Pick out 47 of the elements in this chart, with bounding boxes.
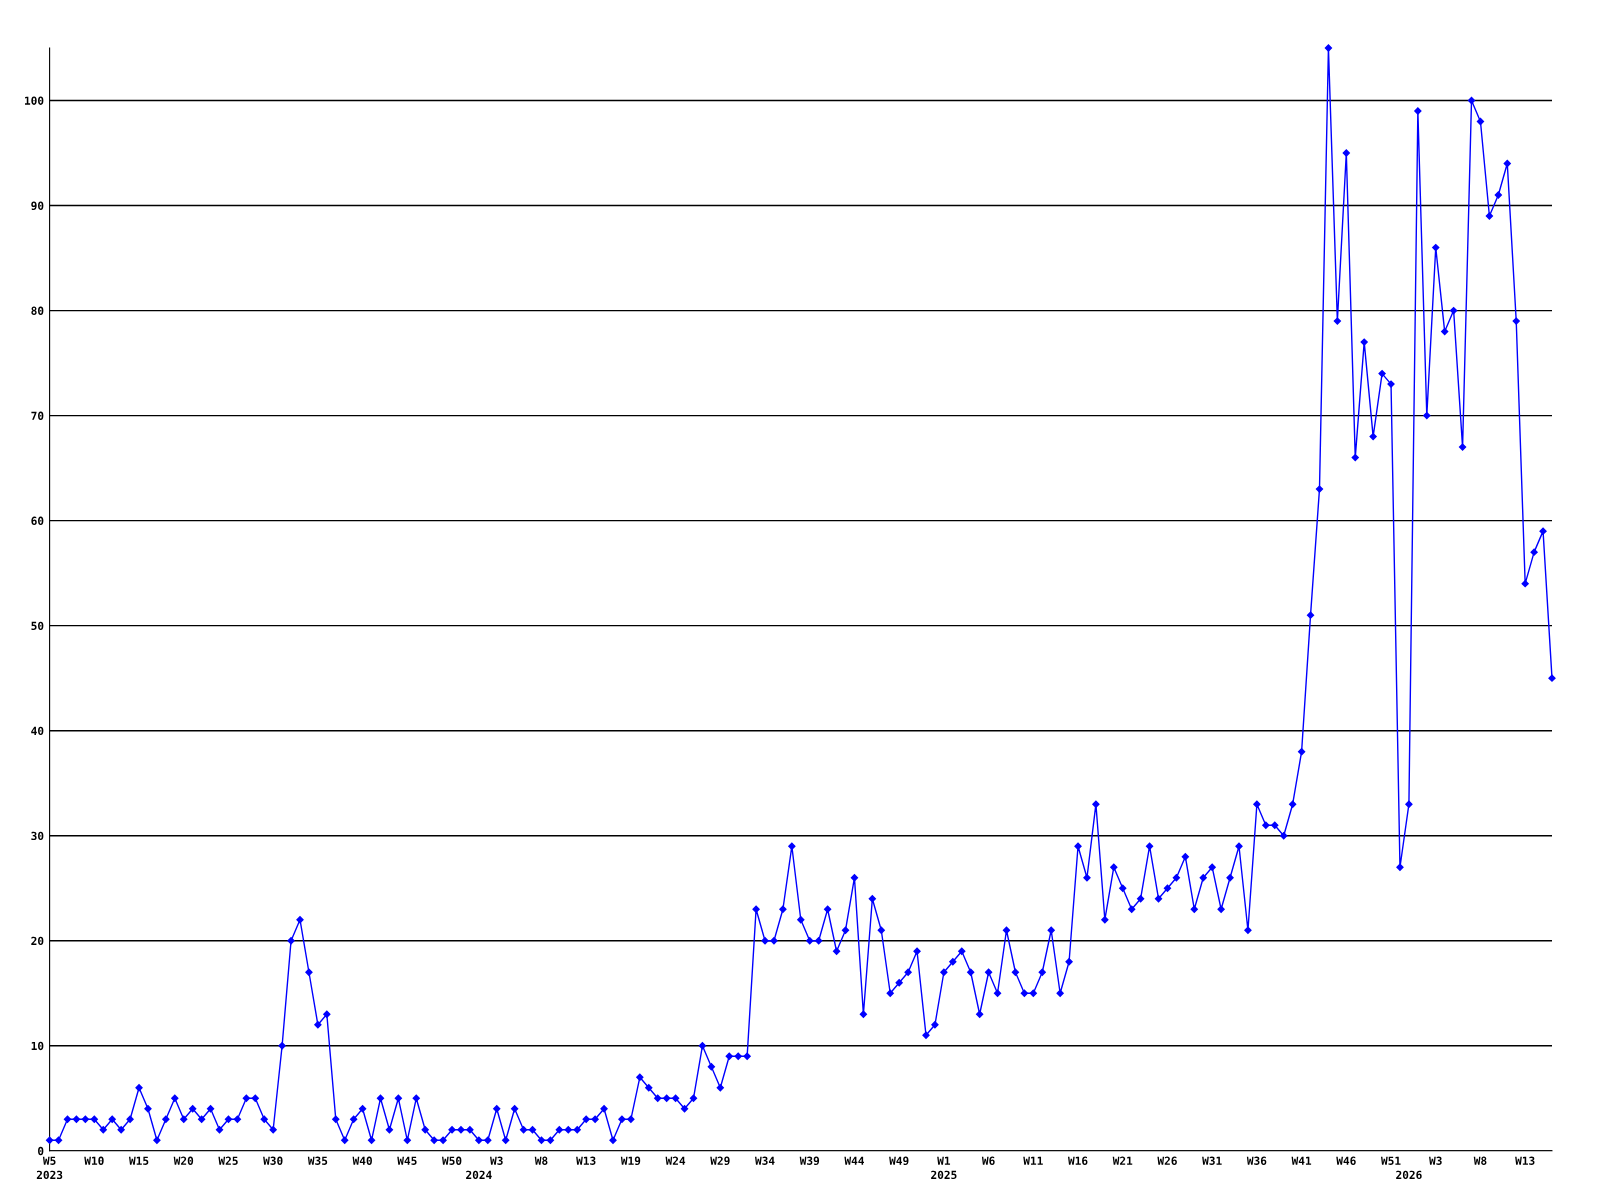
x-tick-label: W40: [352, 1156, 372, 1165]
y-tick-label: 40: [31, 726, 44, 736]
x-tick-label: W51: [1380, 1156, 1401, 1165]
x-tick-label: W49: [889, 1156, 909, 1166]
x-tick-label: W44: [844, 1156, 864, 1165]
x-tick-label: W15: [128, 1156, 149, 1165]
x-tick-label: W8: [1473, 1156, 1487, 1165]
x-tick-label: W8: [534, 1156, 548, 1165]
x-tick-label: 2026: [1396, 1170, 1422, 1180]
y-tick-label: 90: [31, 201, 44, 210]
x-tick-label: W13: [576, 1156, 596, 1165]
x-tick-label: W20: [173, 1156, 194, 1165]
x-tick-label: W50: [441, 1156, 462, 1165]
x-tick-label: W41: [1291, 1156, 1312, 1165]
y-tick-label: 60: [31, 516, 44, 526]
x-tick-label: W34: [754, 1156, 775, 1165]
x-tick-label: W24: [665, 1156, 686, 1165]
x-tick-label: W25: [218, 1156, 238, 1165]
x-tick-label: W5 2023: [36, 1156, 63, 1180]
y-tick-label: 50: [31, 621, 44, 631]
y-tick-label: 30: [31, 831, 44, 841]
x-tick-label: W19: [620, 1156, 641, 1166]
x-tick-label: W16: [1067, 1156, 1088, 1165]
x-tick-label: W10: [84, 1156, 104, 1165]
x-tick-label: W46: [1336, 1156, 1356, 1165]
x-tick-label: W45: [397, 1156, 417, 1165]
y-tick-label: 0: [38, 1146, 44, 1156]
x-tick-label: W21: [1112, 1156, 1133, 1165]
y-tick-label: 20: [31, 936, 44, 946]
x-tick-label: W35: [307, 1156, 328, 1165]
x-tick-label: W39: [799, 1156, 820, 1166]
x-tick-label: W26: [1157, 1156, 1177, 1165]
y-tick-label: 10: [31, 1041, 44, 1051]
x-tick-label: W3: [490, 1156, 503, 1165]
x-tick-label: W6: [981, 1156, 995, 1165]
x-tick-label: W29: [710, 1156, 730, 1166]
y-tick-label: 70: [31, 411, 44, 420]
x-tick-label: W11: [1023, 1156, 1043, 1165]
x-tick-label: W31: [1202, 1156, 1222, 1165]
x-tick-label: W30: [263, 1156, 283, 1165]
x-tick-label: 2024: [466, 1170, 492, 1180]
x-tick-label: W3: [1429, 1156, 1442, 1165]
y-tick-label: 100: [25, 96, 44, 105]
x-tick-label: W36: [1246, 1156, 1267, 1165]
x-tick-label: W13: [1515, 1156, 1535, 1165]
y-tick-label: 80: [31, 306, 44, 315]
x-tick-label: W1 2025: [931, 1156, 957, 1180]
